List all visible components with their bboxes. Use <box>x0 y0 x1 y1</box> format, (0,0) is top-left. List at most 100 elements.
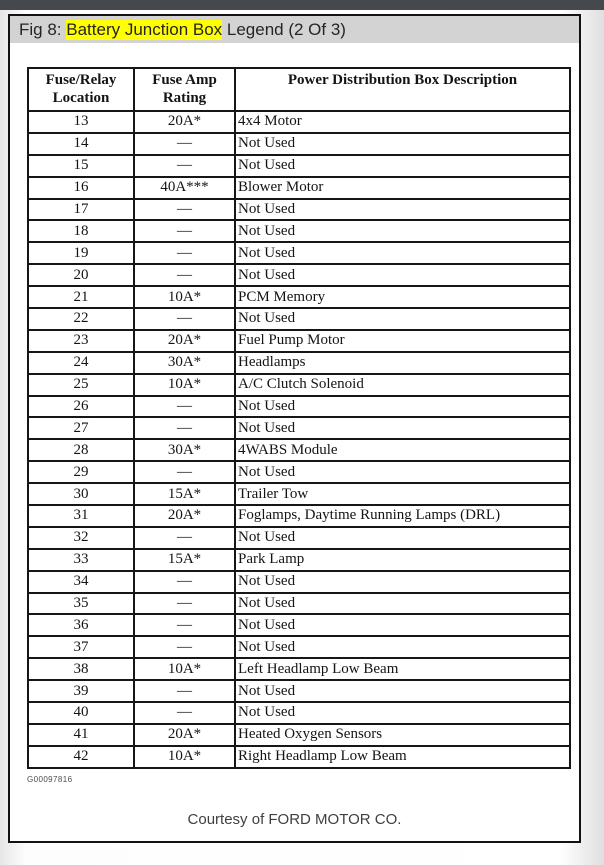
fuse-location-cell: 30 <box>27 482 135 507</box>
fuse-amp-cell: — <box>133 394 236 419</box>
table-row: 17 — Not Used <box>27 197 571 222</box>
fuse-description-cell: Not Used <box>234 394 571 419</box>
fuse-amp-cell: 10A* <box>133 657 236 682</box>
table-row: 35 — Not Used <box>27 591 571 616</box>
column-header-amp: Fuse Amp Rating <box>133 67 236 112</box>
table-row: 15 — Not Used <box>27 153 571 178</box>
table-row: 25 10A* A/C Clutch Solenoid <box>27 372 571 397</box>
fuse-location-cell: 15 <box>27 153 135 178</box>
fuse-amp-cell: — <box>133 197 236 222</box>
table-row: 18 — Not Used <box>27 219 571 244</box>
table-row: 37 — Not Used <box>27 635 571 660</box>
table-row: 29 — Not Used <box>27 460 571 485</box>
fuse-location-cell: 40 <box>27 701 135 725</box>
fuse-location-cell: 18 <box>27 219 135 244</box>
fuse-location-cell: 25 <box>27 372 135 397</box>
fuse-description-cell: Not Used <box>234 197 571 222</box>
fuse-location-cell: 16 <box>27 175 135 200</box>
fuse-description-cell: Not Used <box>234 416 571 441</box>
fuse-description-cell: Fuel Pump Motor <box>234 328 571 353</box>
fuse-description-cell: Not Used <box>234 613 571 638</box>
fuse-location-cell: 29 <box>27 460 135 485</box>
courtesy-line: Courtesy of FORD MOTOR CO. <box>187 811 402 828</box>
table-row: 24 30A* Headlamps <box>27 350 571 375</box>
fuse-amp-cell: 30A* <box>133 438 236 463</box>
fuse-amp-cell: — <box>133 219 236 244</box>
figure-title-prefix: Fig 8: <box>19 19 67 39</box>
fuse-amp-cell: — <box>133 460 236 485</box>
table-row: 19 — Not Used <box>27 241 571 266</box>
fuse-amp-cell: — <box>133 635 236 660</box>
fuse-location-cell: 31 <box>27 504 135 528</box>
fuse-description-cell: Not Used <box>234 219 571 244</box>
table-header: Fuse/Relay Location Fuse Amp Rating Powe… <box>27 67 571 112</box>
fuse-amp-cell: 20A* <box>133 110 236 134</box>
fuse-description-cell: Right Headlamp Low Beam <box>234 744 571 769</box>
fuse-description-cell: Not Used <box>234 131 571 156</box>
fuse-location-cell: 27 <box>27 416 135 441</box>
fuse-description-cell: Park Lamp <box>234 547 571 572</box>
fuse-amp-cell: — <box>133 613 236 638</box>
figure-title: Fig 8: Battery Junction Box Legend (2 Of… <box>10 16 579 43</box>
table-row: 30 15A* Trailer Tow <box>27 482 571 507</box>
fuse-location-cell: 21 <box>27 285 135 310</box>
fuse-description-cell: Heated Oxygen Sensors <box>234 722 571 747</box>
table-row: 22 — Not Used <box>27 307 571 331</box>
fuse-description-cell: A/C Clutch Solenoid <box>234 372 571 397</box>
fuse-description-cell: Not Used <box>234 525 571 550</box>
fuse-location-cell: 42 <box>27 744 135 769</box>
fuse-location-cell: 41 <box>27 722 135 747</box>
fuse-amp-cell: — <box>133 679 236 704</box>
fuse-amp-cell: 10A* <box>133 285 236 310</box>
fuse-amp-cell: — <box>133 569 236 594</box>
table-row: 26 — Not Used <box>27 394 571 419</box>
column-header-description: Power Distribution Box Description <box>234 67 571 112</box>
fuse-amp-cell: — <box>133 416 236 441</box>
fuse-amp-cell: 20A* <box>133 504 236 528</box>
table-row: 41 20A* Heated Oxygen Sensors <box>27 722 571 747</box>
fuse-location-cell: 23 <box>27 328 135 353</box>
fuse-description-cell: PCM Memory <box>234 285 571 310</box>
fuse-amp-cell: 10A* <box>133 744 236 769</box>
figure-title-highlight: Battery Junction Box <box>66 19 223 40</box>
table-row: 40 — Not Used <box>27 701 571 725</box>
fuse-description-cell: Not Used <box>234 569 571 594</box>
fuse-description-cell: Not Used <box>234 701 571 725</box>
fuse-location-cell: 24 <box>27 350 135 375</box>
fuse-description-cell: Not Used <box>234 679 571 704</box>
table-row: 23 20A* Fuel Pump Motor <box>27 328 571 353</box>
table-row: 21 10A* PCM Memory <box>27 285 571 310</box>
table-row: 31 20A* Foglamps, Daytime Running Lamps … <box>27 504 571 528</box>
document-page: Fig 8: Battery Junction Box Legend (2 Of… <box>8 14 581 843</box>
fuse-location-cell: 19 <box>27 241 135 266</box>
fuse-amp-cell: 20A* <box>133 328 236 353</box>
fuse-amp-cell: — <box>133 525 236 550</box>
table-body: 13 20A* 4x4 Motor 14 — Not Used 15 — Not… <box>27 110 571 769</box>
fuse-location-cell: 22 <box>27 307 135 331</box>
fuse-description-cell: Trailer Tow <box>234 482 571 507</box>
window-top-bar <box>0 0 604 10</box>
fuse-amp-cell: 20A* <box>133 722 236 747</box>
fuse-amp-cell: — <box>133 131 236 156</box>
figure-id-label: G00097816 <box>27 775 73 784</box>
fuse-description-cell: Not Used <box>234 241 571 266</box>
fuse-legend-table: Fuse/Relay Location Fuse Amp Rating Powe… <box>27 67 571 769</box>
fuse-description-cell: 4x4 Motor <box>234 110 571 134</box>
table-row: 28 30A* 4WABS Module <box>27 438 571 463</box>
fuse-location-cell: 34 <box>27 569 135 594</box>
table-row: 13 20A* 4x4 Motor <box>27 110 571 134</box>
fuse-amp-cell: 10A* <box>133 372 236 397</box>
fuse-description-cell: Not Used <box>234 635 571 660</box>
fuse-amp-cell: 30A* <box>133 350 236 375</box>
fuse-location-cell: 13 <box>27 110 135 134</box>
fuse-description-cell: Not Used <box>234 153 571 178</box>
fuse-description-cell: 4WABS Module <box>234 438 571 463</box>
fuse-amp-cell: 15A* <box>133 482 236 507</box>
fuse-amp-cell: 40A*** <box>133 175 236 200</box>
fuse-description-cell: Headlamps <box>234 350 571 375</box>
fuse-amp-cell: 15A* <box>133 547 236 572</box>
fuse-location-cell: 38 <box>27 657 135 682</box>
table-row: 38 10A* Left Headlamp Low Beam <box>27 657 571 682</box>
fuse-description-cell: Not Used <box>234 263 571 288</box>
fuse-location-cell: 20 <box>27 263 135 288</box>
